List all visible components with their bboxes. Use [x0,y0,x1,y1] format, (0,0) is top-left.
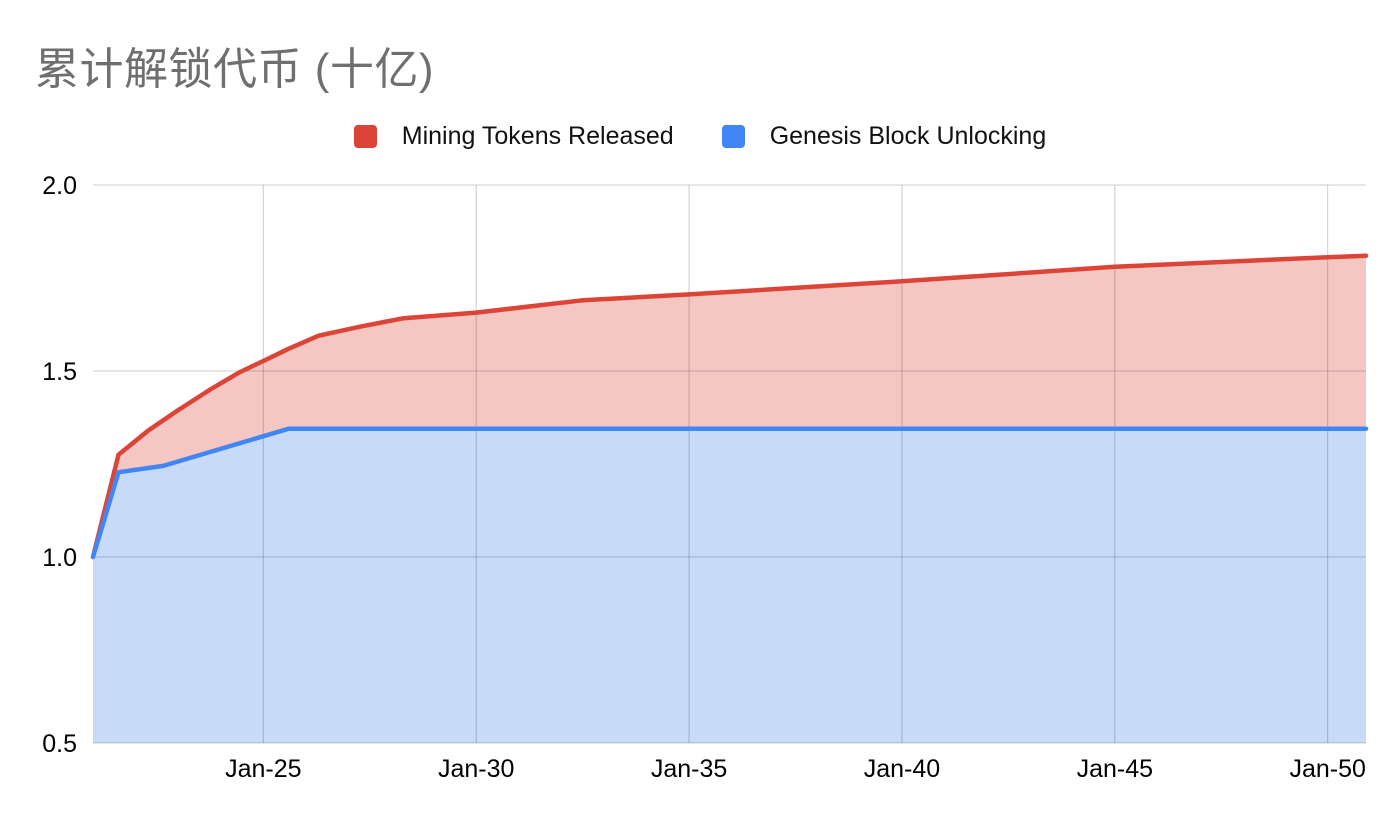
y-tick-label: 2.0 [42,172,77,200]
legend-label-genesis: Genesis Block Unlocking [769,121,1047,150]
genesis-swatch-icon [721,124,745,148]
genesis-area [93,428,1366,743]
legend: Mining Tokens Released Genesis Block Unl… [0,120,1400,152]
mining-swatch-icon [353,124,377,148]
chart-title: 累计解锁代币 (十亿) [35,45,435,94]
x-tick-label: Jan-50 [1289,755,1365,783]
legend-item-mining: Mining Tokens Released [353,121,674,151]
genesis-line [90,426,1369,560]
x-tick-label: Jan-30 [438,755,514,783]
x-tick-label: Jan-25 [225,755,301,783]
x-tick-label: Jan-40 [864,755,940,783]
legend-label-mining: Mining Tokens Released [401,121,674,150]
mining-line [90,253,1369,560]
y-tick-label: 1.0 [42,544,77,572]
y-tick-label: 1.5 [42,358,77,386]
legend-item-genesis: Genesis Block Unlocking [721,121,1047,151]
x-tick-label: Jan-35 [651,755,727,783]
mining-area [93,255,1366,557]
x-tick-label: Jan-45 [1077,755,1153,783]
y-tick-label: 0.5 [42,730,77,758]
